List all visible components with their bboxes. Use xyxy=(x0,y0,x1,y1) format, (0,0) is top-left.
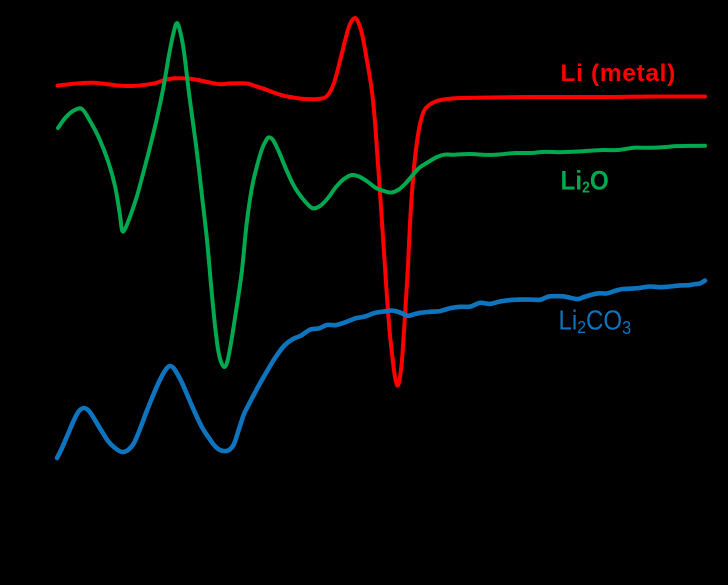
svg-text:Li2CO3: Li2CO3 xyxy=(559,306,632,338)
svg-text:Li (metal): Li (metal) xyxy=(561,60,676,87)
